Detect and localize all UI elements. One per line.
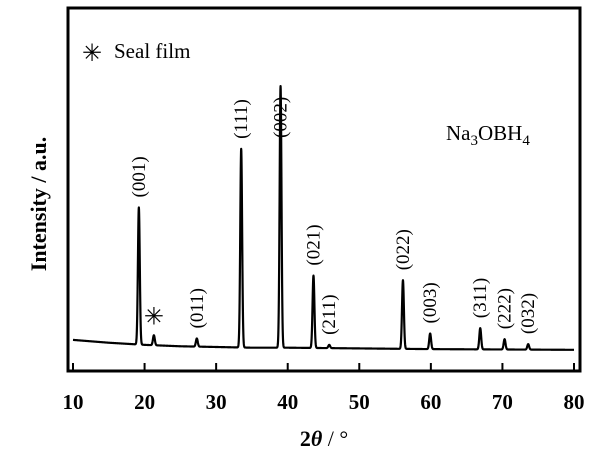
x-tick-label: 20: [134, 390, 155, 414]
x-tick-label: 50: [349, 390, 370, 414]
peak-label: (211): [319, 294, 340, 334]
peak-label: (222): [495, 288, 516, 329]
peak-label: (001): [129, 156, 150, 197]
compound-label: Na3OBH4: [446, 121, 530, 149]
peak-label: (003): [420, 282, 441, 323]
peak-label: (022): [393, 229, 414, 270]
x-tick-label: 10: [63, 390, 84, 414]
peak-labels: (001) ✳ (011) (111) (002) (021) (211) (022) (003…: [129, 97, 539, 335]
peak-label: (002): [271, 97, 292, 138]
y-axis-title: Intensity / a.u.: [26, 137, 51, 271]
plot-frame: [66, 6, 582, 373]
x-tick-label: 70: [492, 390, 513, 414]
x-axis-ticks: 10 20 30 40 50 60 70 80: [63, 363, 585, 414]
x-tick-label: 30: [206, 390, 227, 414]
xrd-pattern-line: [72, 84, 575, 351]
x-tick-label: 80: [564, 390, 585, 414]
peak-label: (311): [470, 278, 491, 318]
peak-label: (032): [518, 293, 539, 334]
peak-label: (021): [304, 224, 325, 265]
peak-label: (011): [187, 288, 208, 328]
x-tick-label: 60: [420, 390, 441, 414]
legend-label: Seal film: [114, 39, 190, 63]
seal-film-asterisk-icon: ✳: [144, 304, 164, 330]
x-axis-title: 2θ / °: [300, 426, 348, 451]
peak-label: (111): [231, 99, 252, 139]
legend-asterisk-icon: ✳: [82, 41, 102, 67]
x-tick-label: 40: [277, 390, 298, 414]
